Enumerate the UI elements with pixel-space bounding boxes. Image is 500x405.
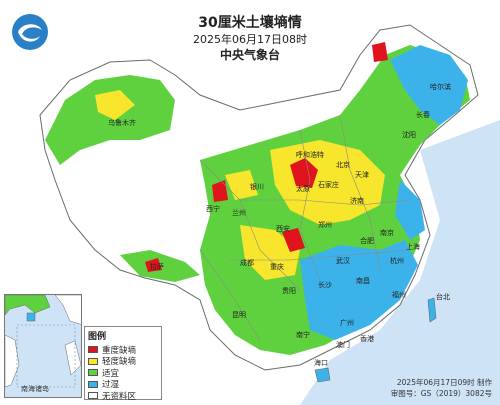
legend-swatch xyxy=(88,346,98,354)
city-label: 郑州 xyxy=(318,221,332,229)
map-footer: 2025年06月17日09时 制作 审图号：GS（2019）3082号 xyxy=(391,377,492,399)
legend-item: 轻度缺墒 xyxy=(88,356,158,368)
region-severe-shanxi xyxy=(290,158,318,188)
city-label: 澳门 xyxy=(336,341,350,349)
city-label: 上海 xyxy=(406,243,420,251)
region-light-drought-gansu xyxy=(225,170,258,200)
city-label: 长沙 xyxy=(318,281,332,289)
city-label: 福州 xyxy=(392,291,406,299)
inset-label: 南海诸岛 xyxy=(21,385,49,393)
legend-label: 重度缺墒 xyxy=(102,345,137,356)
city-label: 沈阳 xyxy=(402,131,416,139)
legend-item: 重度缺墒 xyxy=(88,344,158,356)
city-label: 香港 xyxy=(360,335,374,343)
approval-number: 审图号：GS（2019）3082号 xyxy=(390,389,492,398)
region-severe-tibet xyxy=(145,258,162,272)
city-label: 台北 xyxy=(436,293,450,301)
city-label: 南昌 xyxy=(356,277,370,285)
city-label: 天津 xyxy=(355,171,369,179)
city-label: 贵阳 xyxy=(282,287,296,295)
legend-swatch xyxy=(88,392,98,400)
map-title: 30厘米土壤墒情 xyxy=(198,15,302,31)
cma-logo-icon xyxy=(12,14,48,50)
city-label: 重庆 xyxy=(270,263,284,271)
region-wet-northeast xyxy=(390,45,468,125)
map-agency: 中央气象台 xyxy=(219,48,280,62)
city-label: 昆明 xyxy=(232,311,246,319)
legend-item: 过湿 xyxy=(88,379,158,391)
province-boundaries xyxy=(199,114,411,341)
hainan-island xyxy=(314,367,331,383)
region-severe-neimenggu xyxy=(372,42,388,62)
legend-label: 过湿 xyxy=(102,380,120,391)
city-label: 太原 xyxy=(296,185,310,193)
region-light-drought-west xyxy=(95,90,135,120)
city-label: 广州 xyxy=(340,319,354,327)
legend-swatch xyxy=(88,357,98,365)
map-title-block: 30厘米土壤墒情 2025年06月17日08时 中央气象台 xyxy=(150,14,350,63)
legend-swatch xyxy=(88,380,98,388)
city-label: 兰州 xyxy=(232,209,246,217)
city-label: 南宁 xyxy=(296,331,310,339)
region-severe-henan xyxy=(282,228,305,252)
legend-title: 图例 xyxy=(88,332,107,342)
city-label: 合肥 xyxy=(360,237,374,245)
inset-map xyxy=(5,295,81,388)
region-wet-south xyxy=(300,240,418,340)
city-label: 武汉 xyxy=(336,257,350,265)
sea-area xyxy=(300,120,500,405)
city-label: 长春 xyxy=(416,111,430,119)
city-label: 西宁 xyxy=(206,205,220,213)
city-label: 拉萨 xyxy=(150,263,164,271)
city-label: 乌鲁木齐 xyxy=(108,119,136,127)
city-label: 南京 xyxy=(380,229,394,237)
city-label: 成都 xyxy=(240,259,254,267)
city-label: 济南 xyxy=(350,197,364,205)
map-legend: 图例 重度缺墒 轻度缺墒 适宜 过湿 无资料区 xyxy=(84,326,162,402)
legend-item: 适宜 xyxy=(88,367,158,379)
legend-item: 无资料区 xyxy=(88,390,158,402)
city-label: 呼和浩特 xyxy=(296,151,324,159)
map-datetime: 2025年06月17日08时 xyxy=(193,33,307,46)
region-suitable-west xyxy=(45,75,175,165)
legend-label: 无资料区 xyxy=(102,391,137,402)
made-time: 2025年06月17日09时 制作 xyxy=(396,378,492,387)
legend-label: 轻度缺墒 xyxy=(102,357,137,368)
city-label: 海口 xyxy=(314,359,328,367)
city-label: 北京 xyxy=(336,161,350,169)
city-label: 石家庄 xyxy=(318,181,339,189)
city-label: 银川 xyxy=(250,183,264,191)
region-wet-shandong xyxy=(395,180,425,240)
south-china-sea-inset: 南海诸岛 xyxy=(4,294,82,398)
taiwan-island xyxy=(427,297,437,323)
legend-swatch xyxy=(88,369,98,377)
region-severe-ningxia xyxy=(212,180,228,202)
city-label: 哈尔滨 xyxy=(430,83,451,91)
legend-label: 适宜 xyxy=(102,368,120,379)
city-label: 杭州 xyxy=(390,257,404,265)
city-label: 西安 xyxy=(276,225,290,233)
